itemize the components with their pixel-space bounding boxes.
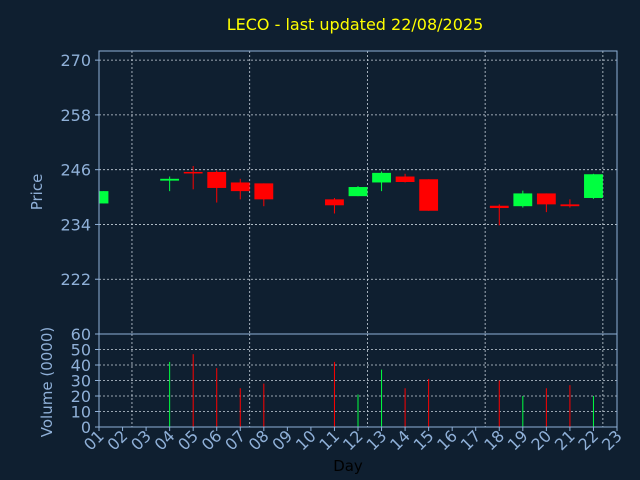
candle-body: [160, 178, 180, 181]
x-tick-labels: 0102030405060708091011121314151617181920…: [80, 426, 626, 454]
price-tick-labels: 270 258 246 234 222: [60, 51, 99, 289]
volume-series: [169, 354, 594, 427]
volume-tick-label: 10: [71, 403, 91, 422]
candle-body: [325, 199, 344, 206]
price-tick-label: 270: [60, 51, 91, 70]
volume-axis-label: Volume (0000): [38, 327, 56, 437]
candle-body: [513, 193, 533, 207]
price-tick-label: 258: [60, 106, 91, 125]
x-axis-label: Day: [333, 457, 363, 475]
volume-grid: [99, 334, 617, 427]
candle-body: [536, 193, 556, 205]
chart-title: LECO - last updated 22/08/2025: [227, 15, 484, 34]
candle-body: [207, 171, 227, 188]
candle-series: [99, 166, 603, 226]
candle-body: [99, 191, 109, 204]
price-tick-label: 246: [60, 161, 91, 180]
candle-body: [254, 183, 274, 200]
volume-tick-label: 0: [81, 418, 91, 437]
volume-tick-label: 50: [71, 341, 91, 360]
price-tick-label: 234: [60, 215, 91, 234]
candle-body: [419, 179, 439, 211]
volume-tick-label: 30: [71, 372, 91, 391]
price-axis-label: Price: [28, 174, 46, 211]
volume-tick-label: 60: [71, 325, 91, 344]
candle-body: [348, 187, 368, 197]
candle-body: [560, 204, 580, 207]
volume-tick-label: 40: [71, 356, 91, 375]
candle-body: [230, 182, 250, 192]
price-tick-label: 222: [60, 270, 91, 289]
candle-body: [584, 174, 603, 198]
candle-body: [489, 205, 509, 209]
candle-body: [395, 176, 415, 183]
candle-body: [372, 172, 391, 183]
volume-tick-label: 20: [71, 387, 91, 406]
candle-body: [183, 171, 203, 174]
